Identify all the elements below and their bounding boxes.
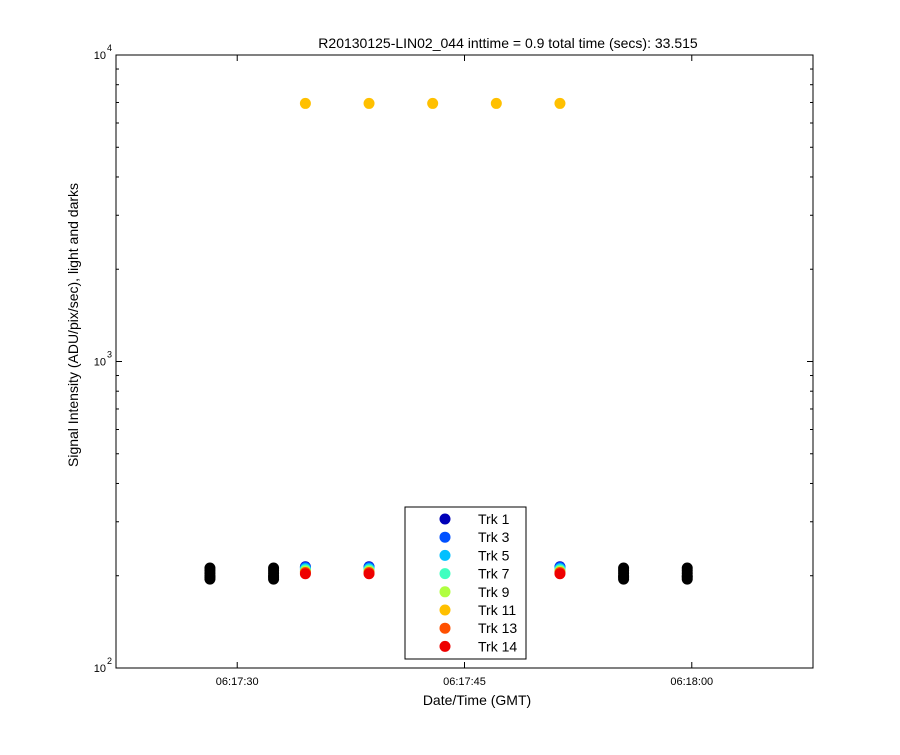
point-trk-11	[554, 97, 566, 109]
x-axis-ticks: 06:17:30 06:17:45 06:18:00	[216, 55, 713, 688]
legend-box	[404, 506, 527, 660]
x-axis-label: Date/Time (GMT)	[423, 692, 531, 708]
legend-marker	[439, 549, 451, 561]
y-tick-exponent: 3	[107, 350, 112, 360]
chart-title: R20130125-LIN02_044 inttime = 0.9 total …	[318, 35, 698, 51]
data-points	[204, 97, 693, 585]
legend-label: Trk 3	[478, 529, 510, 545]
y-tick-label: 10	[94, 357, 106, 369]
legend-label: Trk 9	[478, 584, 510, 600]
point-trk-11	[490, 97, 502, 109]
point-darks	[204, 573, 216, 585]
point-darks	[268, 573, 280, 585]
legend-label: Trk 14	[478, 638, 517, 654]
legend-marker	[439, 604, 451, 616]
point-darks	[618, 573, 630, 585]
point-trk-14	[554, 568, 566, 580]
x-tick-label: 06:17:45	[443, 676, 486, 688]
legend-label: Trk 5	[478, 547, 510, 563]
legend-marker	[439, 586, 451, 598]
legend-marker	[439, 622, 451, 634]
y-minor-ticks	[116, 68, 813, 577]
legend-label: Trk 11	[478, 602, 516, 618]
x-tick-label: 06:18:00	[670, 676, 713, 688]
legend-marker	[439, 513, 451, 525]
legend: Trk 1 Trk 3 Trk 5 Trk 7 Trk 9 Trk 11 Trk 13 Trk…	[404, 506, 527, 660]
point-trk-14	[363, 568, 375, 580]
point-trk-11	[363, 97, 375, 109]
legend-marker	[439, 568, 451, 580]
point-trk-11	[299, 97, 311, 109]
y-tick-exponent: 4	[107, 43, 112, 53]
point-trk-14	[299, 568, 311, 580]
legend-marker	[439, 531, 451, 543]
point-darks	[681, 573, 693, 585]
legend-marker	[439, 640, 451, 652]
legend-label: Trk 13	[478, 620, 517, 636]
y-tick-label: 10	[94, 663, 106, 675]
legend-label: Trk 7	[478, 566, 510, 582]
y-tick-exponent: 2	[107, 656, 112, 666]
y-axis-label: Signal Intensity (ADU/pix/sec), light an…	[65, 183, 81, 467]
point-trk-11	[427, 97, 439, 109]
legend-label: Trk 1	[478, 511, 510, 527]
y-tick-label: 10	[94, 50, 106, 62]
x-tick-label: 06:17:30	[216, 676, 259, 688]
